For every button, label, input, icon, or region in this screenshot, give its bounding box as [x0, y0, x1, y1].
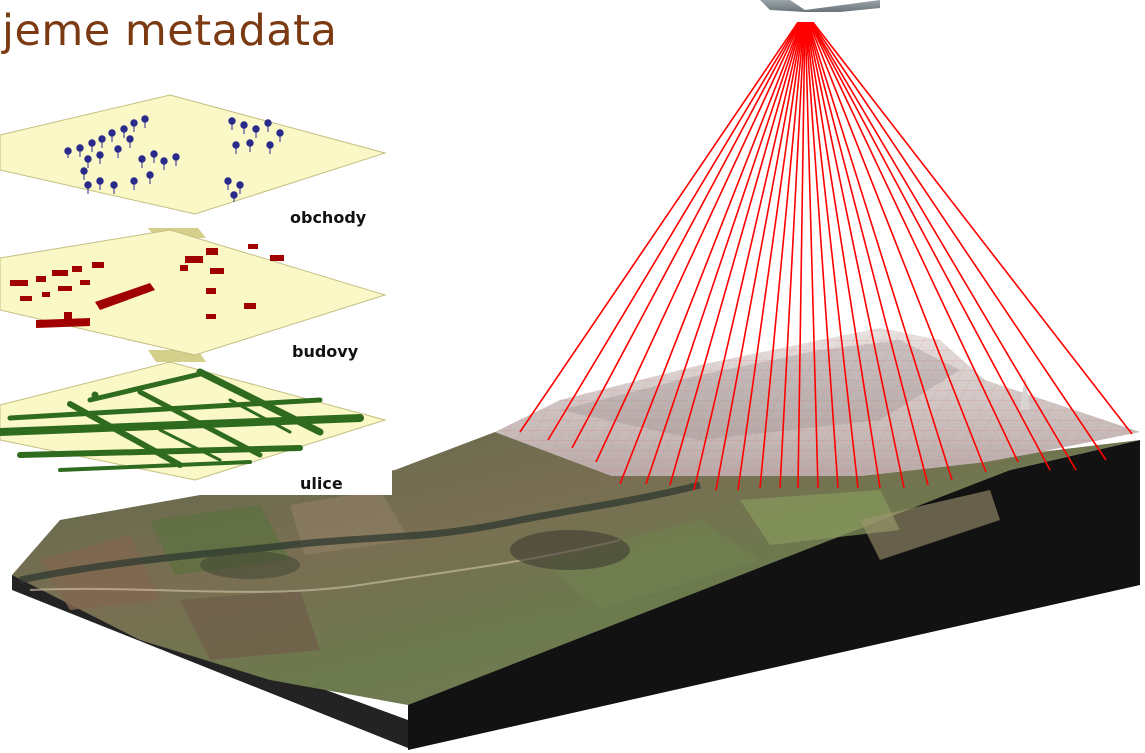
layer-budovy: budovy [0, 229, 387, 361]
building-polygons [10, 244, 284, 328]
slide-title: jeme metadata [2, 6, 338, 56]
layer-ulice: ulice [0, 361, 387, 493]
layer-label-obchody: obchody [290, 208, 367, 227]
scan-rays [519, 11, 1133, 491]
shop-points [64, 115, 284, 202]
satellite-icon [736, 0, 916, 22]
street-lines [0, 368, 364, 472]
gis-layer-stack: obchody [0, 85, 392, 495]
layer-label-budovy: budovy [292, 342, 359, 361]
terrain-block [12, 432, 1140, 750]
layer-label-ulice: ulice [300, 474, 343, 493]
layer-obchody: obchody [0, 94, 387, 227]
